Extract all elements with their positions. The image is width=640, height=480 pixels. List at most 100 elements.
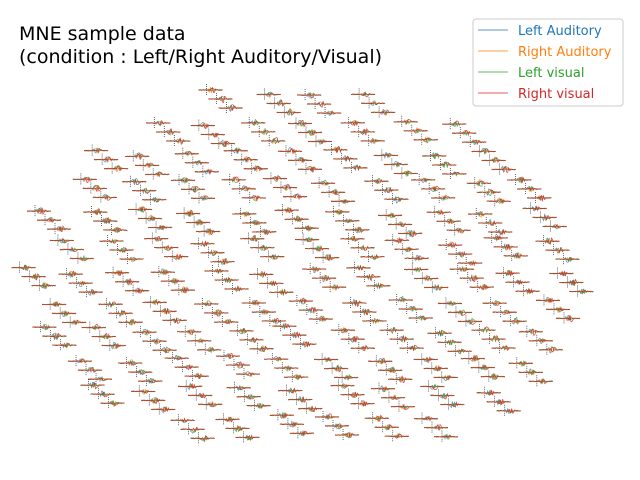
evoked-trace-right-visual bbox=[298, 406, 323, 413]
evoked-trace-right-visual bbox=[340, 235, 365, 241]
sensor-subplot bbox=[251, 125, 276, 138]
sensor-subplot bbox=[83, 206, 108, 219]
sensor-subplot bbox=[471, 324, 496, 337]
sensor-subplot bbox=[82, 182, 108, 195]
evoked-trace-right-visual bbox=[150, 269, 176, 276]
legend: Left Auditory Right Auditory Left visual… bbox=[472, 18, 624, 107]
evoked-trace-right-visual bbox=[122, 178, 147, 186]
sensor-subplot bbox=[301, 263, 327, 276]
sensor-subplot bbox=[131, 385, 156, 398]
sensor-subplot bbox=[427, 327, 452, 340]
evoked-trace-left-visual bbox=[294, 225, 319, 232]
evoked-trace-right-visual bbox=[433, 375, 458, 381]
sensor-subplot bbox=[26, 205, 52, 218]
sensor-subplot bbox=[538, 343, 564, 356]
sensor-subplot bbox=[360, 250, 385, 263]
evoked-trace-left-visual bbox=[128, 369, 153, 376]
sensor-subplot bbox=[314, 410, 340, 423]
evoked-trace-right-visual bbox=[152, 347, 177, 354]
sensor-subplot bbox=[174, 147, 200, 160]
evoked-trace-left-visual bbox=[215, 416, 240, 423]
sensor-subplot bbox=[481, 333, 506, 346]
sensor-subplot bbox=[261, 134, 286, 147]
evoked-trace-right-visual bbox=[350, 345, 375, 352]
sensor-subplot bbox=[81, 321, 106, 334]
sensor-subplot bbox=[184, 156, 210, 169]
evoked-trace-right-visual bbox=[384, 197, 409, 202]
sensor-subplot bbox=[144, 232, 169, 245]
sensor-subplot bbox=[325, 205, 350, 218]
sensor-subplot bbox=[413, 133, 439, 146]
sensor-subplot bbox=[399, 342, 424, 355]
evoked-trace-right-visual bbox=[180, 426, 205, 432]
sensor-subplot bbox=[458, 257, 483, 270]
evoked-trace-right-visual bbox=[83, 147, 109, 154]
sensor-subplot bbox=[440, 398, 465, 411]
sensor-subplot bbox=[200, 128, 226, 141]
sensor-subplot bbox=[491, 342, 516, 355]
sensor-subplot bbox=[198, 84, 223, 96]
evoked-trace-right-visual bbox=[486, 399, 511, 405]
evoked-trace-right-visual bbox=[204, 269, 229, 274]
evoked-trace-right-visual bbox=[109, 247, 134, 253]
sensor-subplot bbox=[466, 177, 491, 190]
evoked-trace-right-visual bbox=[350, 127, 375, 136]
evoked-trace-right-visual bbox=[399, 344, 424, 352]
evoked-trace-right-visual bbox=[398, 306, 423, 311]
sensor-subplot bbox=[398, 303, 423, 316]
sensor-subplot bbox=[482, 297, 507, 310]
evoked-trace-right-visual bbox=[236, 372, 261, 378]
evoked-trace-right-visual bbox=[284, 216, 309, 222]
evoked-trace-right-visual bbox=[413, 137, 438, 141]
evoked-trace-right-visual bbox=[298, 307, 324, 314]
evoked-trace-right-visual bbox=[442, 120, 467, 127]
sensor-subplot bbox=[298, 402, 323, 415]
evoked-trace-right-visual bbox=[198, 87, 223, 94]
sensor-subplot bbox=[522, 202, 547, 215]
evoked-trace-right-visual bbox=[289, 430, 315, 437]
evoked-trace-left-visual bbox=[241, 195, 266, 202]
evoked-trace-right-visual bbox=[403, 128, 428, 132]
sensor-subplot bbox=[122, 175, 147, 188]
evoked-trace-right-visual bbox=[294, 224, 319, 231]
sensor-subplot bbox=[364, 412, 390, 425]
evoked-trace-right-visual bbox=[119, 257, 144, 261]
evoked-trace-right-visual bbox=[364, 178, 389, 184]
sensor-subplot bbox=[535, 294, 561, 307]
evoked-trace-right-visual bbox=[132, 189, 157, 194]
evoked-trace-right-visual bbox=[315, 413, 340, 420]
evoked-trace-right-visual bbox=[272, 324, 297, 329]
evoked-trace-right-visual bbox=[178, 382, 203, 389]
evoked-trace-right-visual bbox=[437, 302, 463, 305]
evoked-trace-right-visual bbox=[99, 239, 124, 244]
sensor-subplot bbox=[446, 224, 471, 237]
sensor-subplot bbox=[323, 143, 348, 156]
sensor-subplot bbox=[132, 184, 157, 197]
evoked-trace-left-visual bbox=[274, 365, 299, 372]
sensor-subplot bbox=[145, 168, 170, 181]
evoked-trace-right-visual bbox=[174, 151, 200, 156]
evoked-trace-right-visual bbox=[408, 315, 433, 321]
sensor-subplot bbox=[370, 382, 396, 395]
evoked-trace-right-visual bbox=[360, 102, 386, 106]
evoked-trace-right-visual bbox=[266, 99, 291, 107]
evoked-trace-right-visual bbox=[240, 235, 265, 243]
sensor-subplot bbox=[132, 326, 157, 339]
evoked-trace-right-visual bbox=[88, 377, 113, 381]
sensor-subplot bbox=[430, 389, 455, 402]
evoked-trace-right-visual bbox=[67, 358, 93, 364]
evoked-trace-right-visual bbox=[482, 301, 507, 306]
sensor-subplot bbox=[340, 388, 365, 401]
sensor-subplot bbox=[503, 249, 529, 262]
sensor-subplot bbox=[46, 223, 72, 236]
evoked-trace-left-visual bbox=[83, 208, 108, 215]
evoked-trace-right-visual bbox=[98, 301, 123, 307]
sensor-subplot bbox=[153, 241, 179, 254]
sensor-subplot bbox=[308, 313, 334, 326]
sensor-subplot bbox=[87, 373, 113, 386]
sensor-subplot bbox=[180, 423, 205, 436]
sensor-subplot bbox=[311, 272, 337, 285]
sensor-subplot bbox=[190, 237, 215, 250]
sensor-subplot bbox=[310, 177, 336, 190]
